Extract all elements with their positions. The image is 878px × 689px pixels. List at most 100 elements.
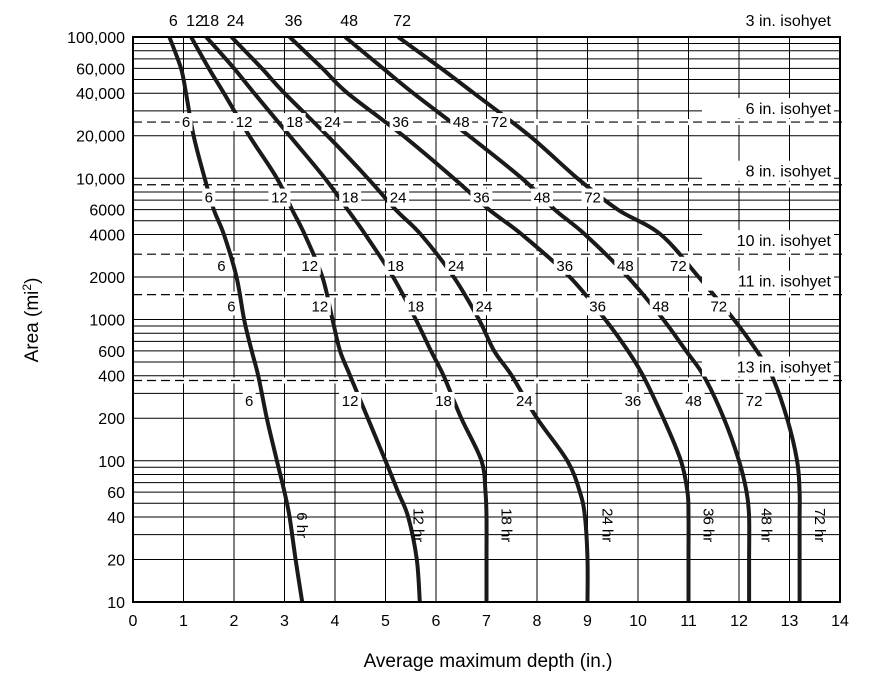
duration-label: 48 hr xyxy=(758,508,775,542)
curve-label: 24 xyxy=(390,190,407,207)
plot-frame xyxy=(132,36,841,603)
x-tick-label: 13 xyxy=(781,613,799,630)
duration-label: 24 hr xyxy=(599,508,616,542)
isohyet-label: 3 in. isohyet xyxy=(746,13,832,30)
x-tick-label: 5 xyxy=(381,613,390,630)
isohyet-label: 6 in. isohyet xyxy=(746,101,832,118)
curve-label: 36 xyxy=(392,114,409,131)
curve-label: 48 xyxy=(534,190,551,207)
x-tick-label: 8 xyxy=(533,613,542,630)
curve-label: 36 xyxy=(473,190,490,207)
curve-label-mask xyxy=(268,188,291,207)
curve-top-label: 24 xyxy=(227,13,245,30)
isohyet-label-mask xyxy=(702,356,834,377)
curve-label-mask xyxy=(445,256,468,275)
y-tick-label: 60 xyxy=(107,485,125,502)
curve-label-mask xyxy=(339,391,362,410)
curve-label-mask xyxy=(308,297,331,316)
isohyet-label: 10 in. isohyet xyxy=(737,233,832,250)
curve-top-label: 12 xyxy=(186,13,204,30)
curve-label-mask xyxy=(404,297,427,316)
y-tick-label: 6000 xyxy=(89,203,125,220)
curve-label: 24 xyxy=(324,114,341,131)
curve-label: 6 xyxy=(227,298,235,315)
x-tick-label: 14 xyxy=(831,613,849,630)
y-tick-label: 40 xyxy=(107,510,125,527)
isohyet-label: 8 in. isohyet xyxy=(746,164,832,181)
curve-label: 6 xyxy=(182,114,190,131)
curve-label-mask xyxy=(179,113,193,132)
curve-label: 12 xyxy=(301,258,318,275)
duration-curve xyxy=(343,35,752,602)
curve-label: 24 xyxy=(448,258,465,275)
curve-label-mask xyxy=(682,391,705,410)
y-tick-label: 200 xyxy=(98,411,125,428)
curve-label-mask xyxy=(513,391,536,410)
y-tick-label: 40,000 xyxy=(76,86,125,103)
curve-label: 6 xyxy=(245,393,253,410)
duration-label: 12 hr xyxy=(409,508,426,542)
y-axis-title-close: ) xyxy=(22,278,43,284)
curve-label: 48 xyxy=(652,298,669,315)
curve-label-mask xyxy=(298,256,321,275)
y-tick-label: 20 xyxy=(107,552,125,569)
y-tick-label: 600 xyxy=(98,344,125,361)
curve-label-mask xyxy=(214,256,228,275)
curve-label: 12 xyxy=(271,190,288,207)
curve-label: 72 xyxy=(746,393,763,410)
curve-label-mask xyxy=(553,256,576,275)
chart-labels: 0 1 2 3 4 5 6 7 8 9 10 11 12 13 1410204060100200400600… xyxy=(67,13,849,630)
x-tick-label: 4 xyxy=(331,613,340,630)
x-tick-label: 1 xyxy=(179,613,188,630)
curve-label-mask xyxy=(384,256,407,275)
curve-label-mask xyxy=(586,297,609,316)
curve-label-mask xyxy=(621,391,644,410)
duration-curve xyxy=(396,35,802,602)
x-tick-label: 3 xyxy=(280,613,289,630)
curve-label: 24 xyxy=(516,393,533,410)
isohyet-label-mask xyxy=(702,230,834,251)
y-tick-label: 10,000 xyxy=(76,171,125,188)
duration-label: 36 hr xyxy=(700,508,717,542)
curve-label-mask xyxy=(743,391,766,410)
isohyet-label: 11 in. isohyet xyxy=(738,274,832,291)
duration-curve xyxy=(230,35,590,603)
curve-label-mask xyxy=(387,188,410,207)
curve-label: 72 xyxy=(710,298,727,315)
curve-label-mask xyxy=(224,297,238,316)
curve-label: 12 xyxy=(312,298,329,315)
curve-label: 12 xyxy=(342,393,359,410)
curve-top-label: 36 xyxy=(285,13,303,30)
curve-label: 6 xyxy=(205,190,213,207)
curve-label: 72 xyxy=(670,258,687,275)
y-tick-label: 400 xyxy=(98,369,125,386)
x-tick-label: 6 xyxy=(432,613,441,630)
x-axis-title: Average maximum depth (in.) xyxy=(364,651,613,672)
y-axis-title-superscript: 2 xyxy=(20,284,34,291)
y-tick-label: 60,000 xyxy=(76,61,125,78)
curve-label-mask xyxy=(321,113,344,132)
duration-curves xyxy=(167,35,802,603)
duration-curve xyxy=(288,35,691,602)
curve-top-label: 72 xyxy=(393,13,411,30)
x-tick-label: 2 xyxy=(230,613,239,630)
curve-label-mask xyxy=(470,188,493,207)
duration-label: 72 hr xyxy=(811,508,828,542)
curve-label: 24 xyxy=(476,298,493,315)
curve-label: 72 xyxy=(491,114,508,131)
x-tick-label: 11 xyxy=(680,613,697,630)
y-tick-label: 2000 xyxy=(89,270,125,287)
curve-label: 6 xyxy=(217,258,225,275)
x-tick-label: 10 xyxy=(629,613,647,630)
curve-label-mask xyxy=(389,113,412,132)
curve-label: 36 xyxy=(589,298,606,315)
x-tick-label: 12 xyxy=(730,613,748,630)
curve-label-mask xyxy=(488,113,511,132)
curve-label: 18 xyxy=(435,393,452,410)
y-tick-label: 10 xyxy=(107,595,125,612)
curve-label-mask xyxy=(667,256,690,275)
curve-label-mask xyxy=(283,113,306,132)
isohyet-label-mask xyxy=(702,160,834,181)
curve-label-mask xyxy=(432,391,455,410)
curve-label-mask xyxy=(614,256,637,275)
